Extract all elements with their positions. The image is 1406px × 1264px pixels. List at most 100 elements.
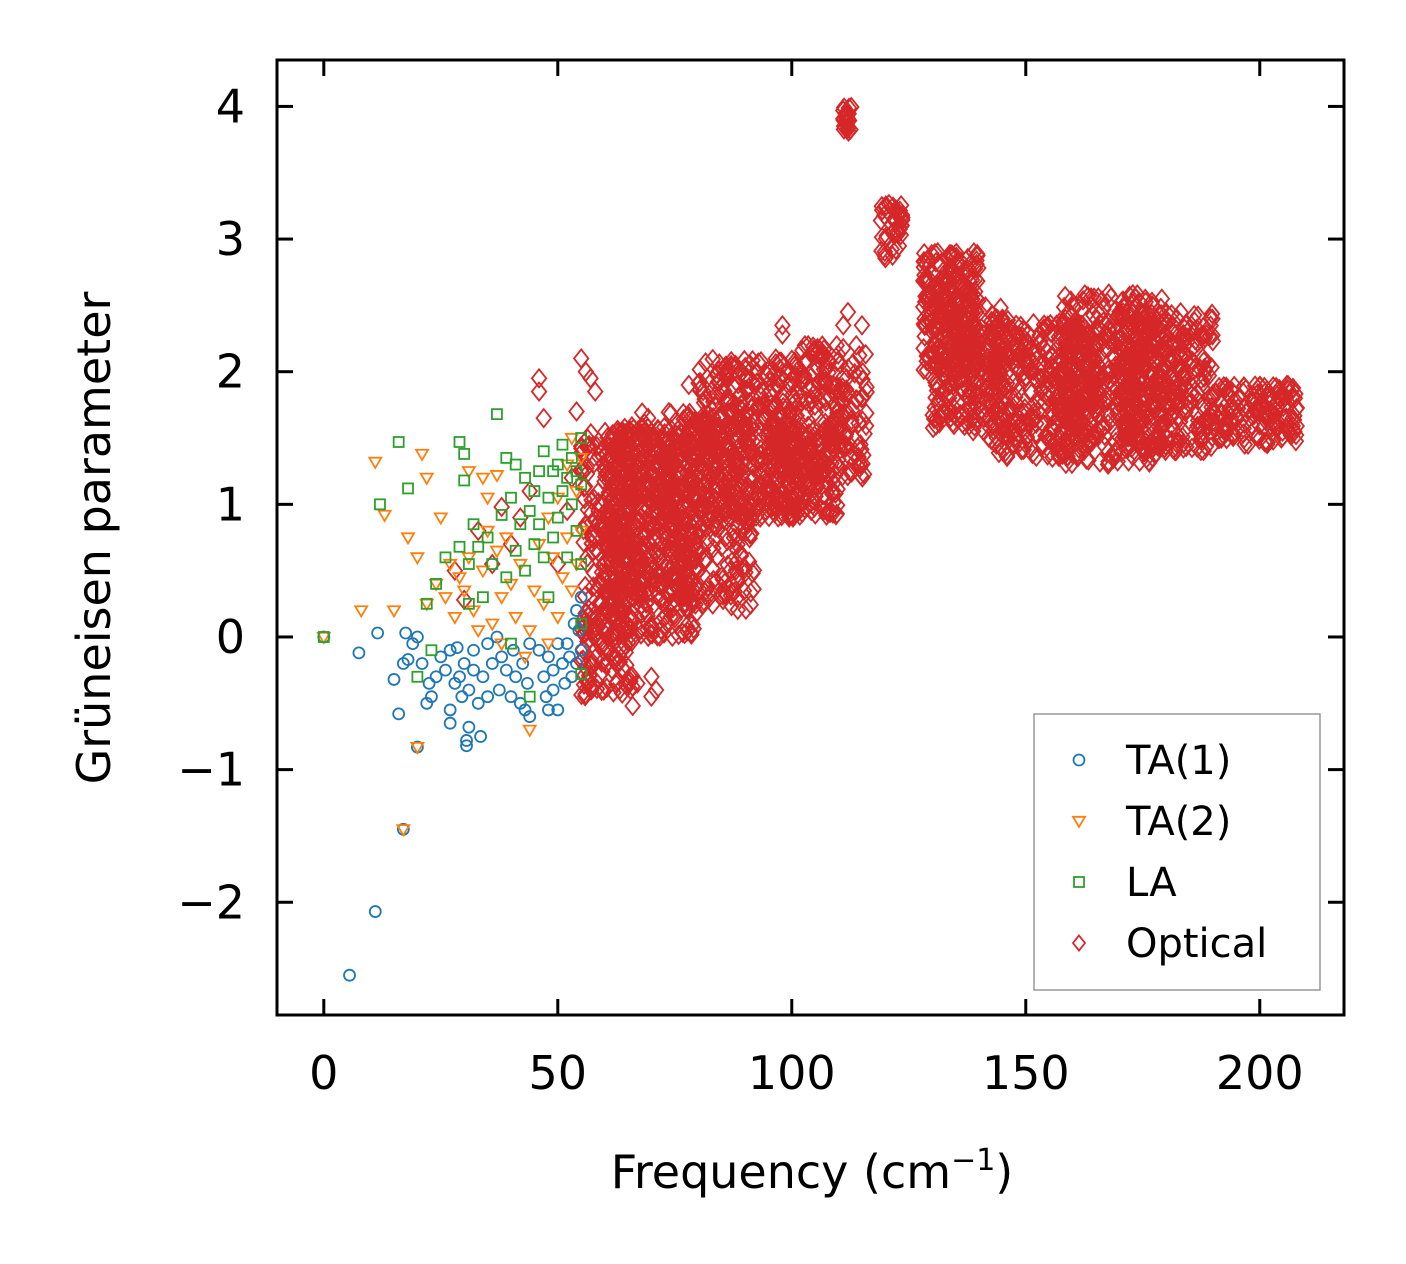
- data-point: [1239, 434, 1257, 456]
- data-point: [559, 532, 575, 546]
- data-point: [716, 572, 734, 594]
- data-point: [964, 310, 982, 332]
- data-point: [500, 452, 513, 464]
- data-point: [781, 441, 799, 463]
- data-point: [827, 483, 844, 505]
- data-point: [753, 411, 771, 433]
- data-point: [573, 452, 589, 466]
- data-point: [1259, 431, 1276, 453]
- data-point: [929, 241, 947, 263]
- data-point: [803, 388, 820, 410]
- data-point: [967, 386, 985, 407]
- data-point: [500, 571, 513, 584]
- data-point: [680, 538, 698, 560]
- data-point: [988, 396, 1006, 418]
- data-point: [1143, 437, 1161, 458]
- data-point: [691, 417, 708, 439]
- data-point: [509, 458, 522, 471]
- data-point: [685, 618, 703, 640]
- data-point: [625, 418, 642, 440]
- data-point: [491, 408, 503, 421]
- y-tick-label: 0: [216, 610, 245, 664]
- data-point: [1085, 372, 1102, 394]
- data-point: [893, 209, 911, 231]
- data-point: [564, 585, 580, 599]
- data-point: [1191, 357, 1208, 379]
- data-point: [475, 565, 491, 579]
- data-point: [695, 414, 712, 436]
- data-point: [1195, 440, 1212, 462]
- data-point: [392, 707, 406, 721]
- data-point: [732, 504, 750, 526]
- data-point: [409, 552, 425, 566]
- data-point: [943, 401, 960, 423]
- data-point: [603, 581, 621, 602]
- data-point: [877, 247, 894, 269]
- data-point: [1046, 411, 1063, 433]
- data-point: [582, 675, 599, 697]
- data-point: [962, 408, 980, 430]
- data-point: [392, 436, 405, 448]
- data-point: [752, 374, 770, 396]
- data-point: [816, 412, 834, 434]
- data-point: [716, 380, 733, 402]
- data-point: [833, 465, 851, 487]
- data-point: [551, 458, 564, 471]
- data-point: [1282, 425, 1300, 447]
- data-point: [968, 249, 985, 271]
- data-point: [579, 428, 596, 450]
- data-point: [695, 590, 713, 612]
- data-point: [595, 680, 613, 701]
- data-point: [916, 269, 933, 291]
- data-point: [970, 340, 987, 362]
- data-point: [570, 524, 583, 537]
- data-point: [1133, 410, 1151, 431]
- data-point: [522, 724, 538, 738]
- data-point: [1164, 386, 1181, 408]
- data-points: [316, 96, 1306, 982]
- data-point: [727, 416, 745, 438]
- data-point: [857, 402, 875, 424]
- data-point: [568, 401, 585, 422]
- data-point: [586, 647, 604, 669]
- data-point: [462, 683, 476, 697]
- data-point: [514, 518, 527, 531]
- data-point: [739, 432, 757, 454]
- data-point: [854, 410, 872, 432]
- data-point: [1176, 318, 1193, 340]
- data-point: [451, 572, 468, 586]
- data-point: [576, 585, 594, 607]
- data-point: [658, 499, 675, 521]
- data-point: [521, 480, 539, 502]
- data-point: [446, 560, 464, 582]
- data-point: [632, 595, 650, 616]
- data-point: [651, 626, 669, 648]
- data-point: [1087, 325, 1104, 347]
- data-point: [714, 589, 732, 611]
- data-point: [422, 677, 436, 690]
- data-point: [967, 268, 984, 290]
- data-point: [1171, 411, 1189, 433]
- data-point: [643, 484, 661, 505]
- data-point: [498, 532, 514, 546]
- data-point: [1278, 374, 1296, 396]
- data-point: [846, 362, 863, 384]
- data-point: [680, 468, 698, 490]
- data-point: [840, 97, 858, 119]
- data-point: [699, 482, 717, 504]
- data-point: [1004, 371, 1022, 393]
- data-point: [727, 432, 744, 454]
- data-point: [547, 531, 560, 544]
- data-point: [921, 269, 939, 291]
- data-point: [987, 317, 1005, 339]
- data-point: [926, 397, 944, 419]
- data-point: [810, 435, 828, 457]
- data-point: [1195, 329, 1212, 351]
- data-point: [952, 251, 970, 273]
- data-point: [608, 609, 625, 631]
- data-point: [1144, 375, 1161, 397]
- data-point: [718, 367, 735, 389]
- data-point: [1204, 383, 1222, 405]
- data-point: [729, 534, 746, 556]
- data-point: [1210, 376, 1228, 398]
